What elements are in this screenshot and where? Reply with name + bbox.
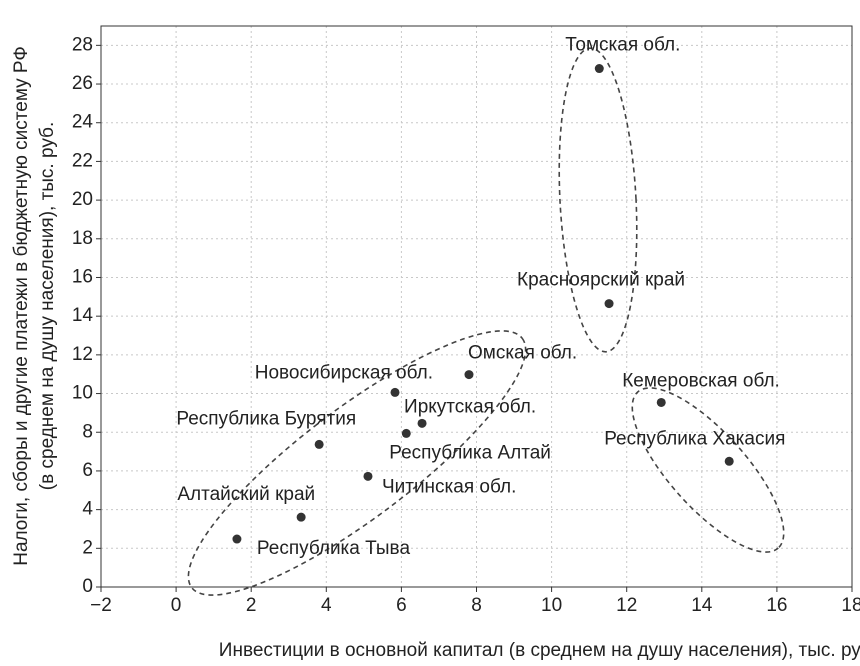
point-label: Алтайский край [177,484,315,505]
y-tick-label: 2 [82,537,93,558]
y-tick-label: 8 [82,421,93,442]
y-tick-label: 28 [72,34,93,55]
y-tick-label: 12 [72,344,93,365]
x-axis-title: Инвестиции в основной капитал (в среднем… [219,640,860,661]
x-tick-label: 18 [841,595,860,616]
point-label: Кемеровская обл. [622,370,780,391]
point-label: Томская обл. [565,35,680,56]
point [594,64,604,74]
point-label: Республика Алтай [389,442,551,463]
y-tick-label: 6 [82,460,93,481]
point [724,456,734,466]
cluster-ellipse [631,387,785,553]
grid-layer [100,26,853,588]
point [390,387,400,397]
point-label: Республика Тыва [257,538,411,559]
x-tick-label: 16 [766,595,787,616]
y-tick-label: 18 [72,228,93,249]
x-tick-label: 4 [321,595,332,616]
y-axis-title: (в среднем на душу населения), тыс. руб. [37,122,58,490]
y-tick-label: 22 [72,150,93,171]
y-tick-label: 0 [82,576,93,597]
y-tick-label: 26 [72,73,93,94]
point-label: Иркутская обл. [404,396,536,417]
point [656,397,666,407]
x-tick-label: 6 [396,595,407,616]
point [296,512,306,522]
point-label: Красноярский край [517,270,685,291]
y-axis-title: Налоги, сборы и другие платежи в бюджетн… [11,46,32,566]
x-tick-label: 0 [171,595,182,616]
point [417,418,427,428]
x-tick-label: 2 [246,595,257,616]
cluster-ellipse [187,330,527,596]
y-tick-label: 24 [72,112,94,133]
point [363,471,373,481]
point [314,439,324,449]
point [401,428,411,438]
x-tick-label: 12 [616,595,637,616]
y-tick-label: 20 [72,189,93,210]
x-tick-label: 8 [471,595,482,616]
point-label: Республика Бурятия [176,408,356,429]
y-tick-label: 14 [72,305,94,326]
cluster-ellipse [558,47,638,353]
x-tick-label: −2 [90,595,112,616]
point-label: Омская обл. [468,343,577,364]
y-tick-label: 4 [82,499,93,520]
point-label: Республика Хакасия [604,428,785,449]
point [604,299,614,309]
point-label: Новосибирская обл. [255,362,433,383]
point-label: Читинская обл. [382,476,516,497]
x-tick-label: 10 [541,595,562,616]
point [464,370,474,380]
point [232,534,242,544]
y-tick-label: 16 [72,266,93,287]
x-tick-label: 14 [691,595,713,616]
y-tick-label: 10 [72,383,93,404]
